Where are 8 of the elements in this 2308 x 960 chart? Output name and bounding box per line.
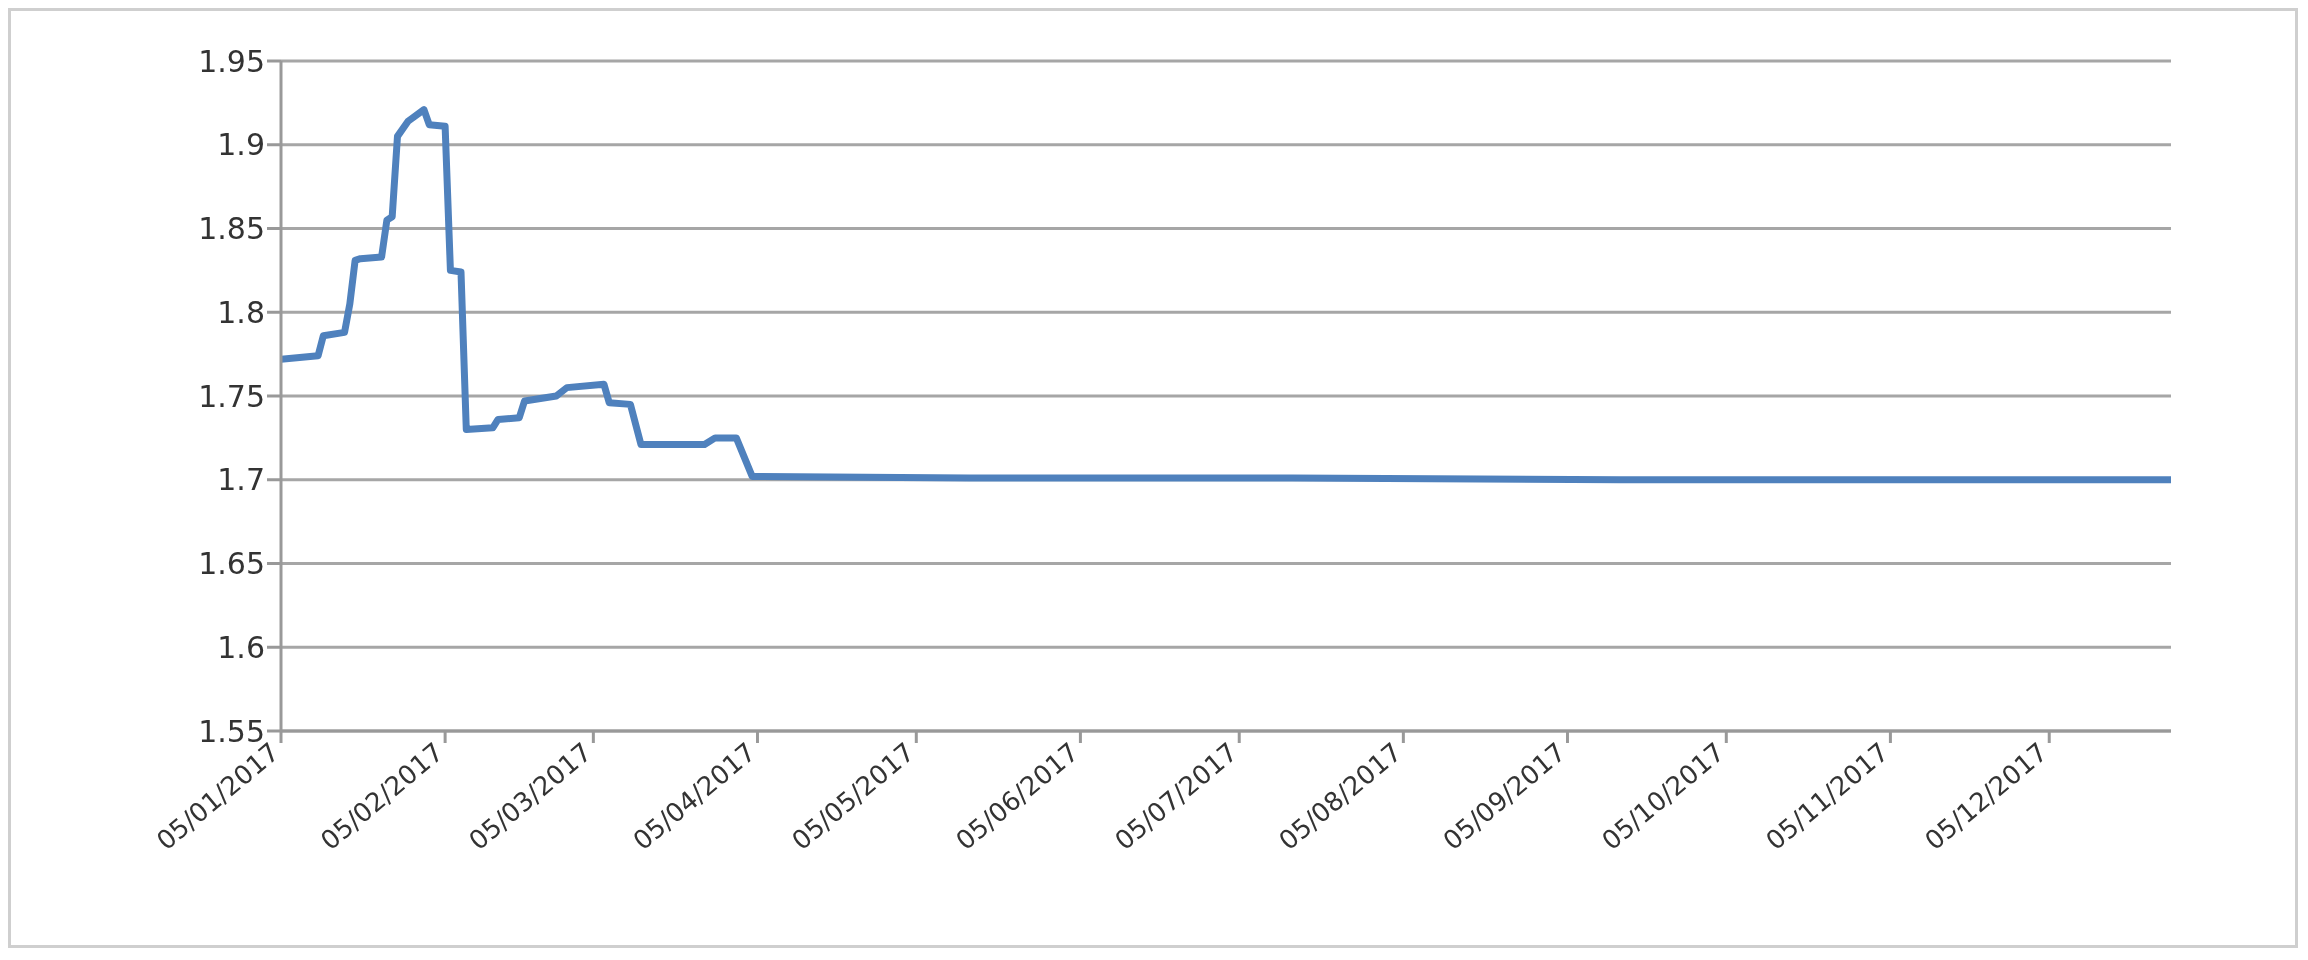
- y-tick-label: 1.75: [198, 378, 265, 414]
- y-tick-label: 1.65: [198, 546, 265, 582]
- y-tick-label: 1.95: [198, 43, 265, 79]
- y-tick-label: 1.8: [217, 294, 265, 330]
- y-tick-label: 1.85: [198, 211, 265, 247]
- y-tick-label: 1.7: [217, 462, 265, 498]
- y-tick-label: 1.9: [217, 127, 265, 163]
- y-tick-label: 1.6: [217, 629, 265, 665]
